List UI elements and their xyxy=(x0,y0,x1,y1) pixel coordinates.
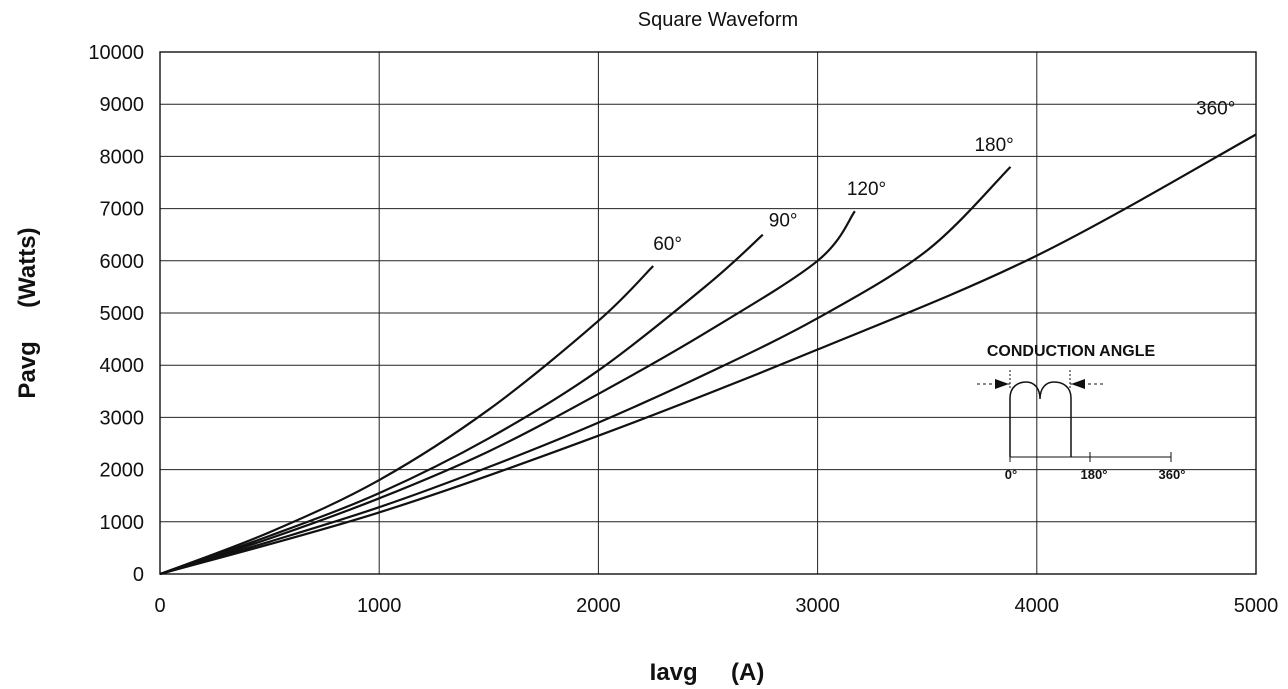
y-tick-label: 4000 xyxy=(100,355,145,377)
x-tick-label: 0 xyxy=(154,595,165,617)
inset-left-arrow xyxy=(995,379,1009,389)
x-tick-label: 2000 xyxy=(576,595,621,617)
inset-label-360: 360° xyxy=(1159,467,1186,482)
x-tick-label: 1000 xyxy=(357,595,402,617)
inset-label-180: 180° xyxy=(1081,467,1108,482)
x-tick-label: 4000 xyxy=(1015,595,1060,617)
y-tick-label: 1000 xyxy=(100,512,145,534)
series-label: 90° xyxy=(769,211,798,232)
series-line-0 xyxy=(159,265,654,576)
series-labels: 60° 90° 120° 180° 360° xyxy=(653,98,1235,255)
series-line-4 xyxy=(159,133,1257,576)
x-axis-label: Iavg (A) xyxy=(650,659,765,686)
series-label: 180° xyxy=(974,135,1013,156)
series-label: 60° xyxy=(653,234,682,255)
x-tick-label: 5000 xyxy=(1234,595,1279,617)
series-label: 360° xyxy=(1196,98,1235,119)
conduction-angle-inset: CONDUCTION ANGLE 0° 180° 360° xyxy=(977,343,1185,482)
plot-frame xyxy=(159,51,1257,575)
y-tick-label: 3000 xyxy=(100,407,145,429)
y-axis-label: Pavg (Watts) xyxy=(14,227,41,398)
series-label: 120° xyxy=(847,179,886,200)
series-line-1 xyxy=(159,233,764,576)
series-line-3 xyxy=(159,166,1012,576)
y-tick-label: 5000 xyxy=(100,303,145,325)
y-axis-ticks: 0 1000 2000 3000 4000 5000 6000 7000 8000 9000 100… xyxy=(88,42,144,586)
inset-label-0: 0° xyxy=(1005,467,1017,482)
x-axis-ticks: 0 1000 2000 3000 4000 5000 xyxy=(154,595,1278,617)
y-tick-label: 9000 xyxy=(100,94,145,116)
y-tick-label: 10000 xyxy=(88,42,144,64)
x-tick-label: 3000 xyxy=(795,595,840,617)
y-tick-label: 2000 xyxy=(100,460,145,482)
y-tick-label: 8000 xyxy=(100,146,145,168)
inset-right-arrow xyxy=(1071,379,1085,389)
chart-title: Square Waveform xyxy=(638,9,798,31)
series-line-2 xyxy=(159,210,856,576)
y-tick-label: 7000 xyxy=(100,199,145,221)
y-tick-label: 6000 xyxy=(100,251,145,273)
series-group xyxy=(159,133,1257,576)
grid xyxy=(160,52,1256,574)
y-tick-label: 0 xyxy=(133,564,144,586)
inset-title: CONDUCTION ANGLE xyxy=(987,343,1156,360)
inset-waveform xyxy=(1009,381,1072,457)
